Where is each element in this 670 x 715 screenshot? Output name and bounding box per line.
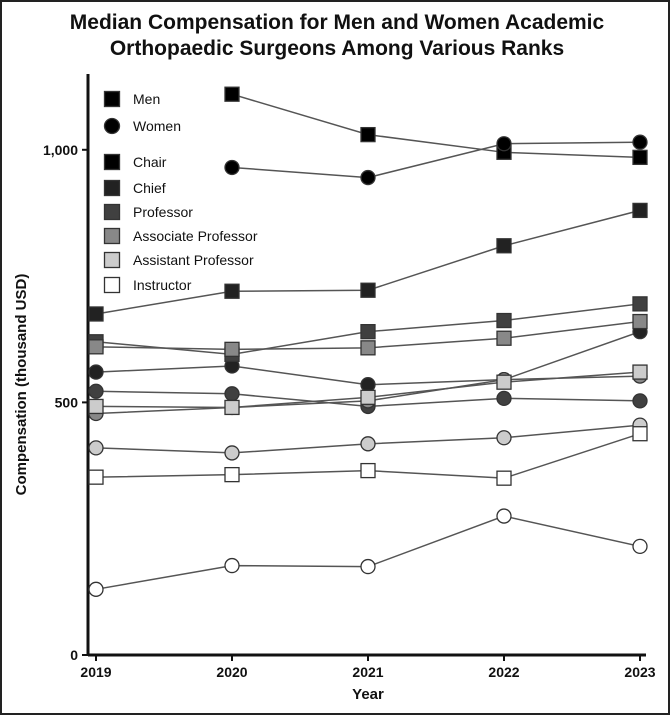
data-point-circle	[88, 440, 104, 456]
chart-title: Median Compensation for Men and Women Ac…	[2, 10, 670, 62]
data-point-square	[88, 398, 104, 415]
data-point-square	[496, 374, 512, 390]
data-point-circle	[224, 159, 240, 176]
data-point-square	[632, 364, 648, 380]
data-point-square	[224, 399, 240, 416]
chart-title-line-2: Orthopaedic Surgeons Among Various Ranks	[109, 37, 565, 60]
legend-label: Women	[133, 118, 181, 134]
data-point-circle	[224, 557, 240, 574]
legend-label: Instructor	[133, 277, 192, 293]
x-axis-label: Year	[352, 686, 384, 703]
legend-marker-square	[103, 276, 121, 294]
y-tick-label: 1,000	[43, 142, 78, 158]
x-tick-label: 2019	[80, 664, 111, 680]
data-point-circle	[88, 364, 104, 380]
data-point-square	[88, 339, 104, 355]
series-line	[231, 141, 641, 179]
chart-title-line-1: Median Compensation for Men and Women Ac…	[69, 11, 605, 34]
legend-item-chair: Chair	[103, 153, 167, 171]
data-point-circle	[224, 445, 240, 461]
legend-item-men: Men	[103, 90, 160, 108]
legend-item-chief: Chief	[103, 179, 166, 197]
series-men-instructor	[88, 426, 648, 486]
data-point-circle	[88, 383, 104, 399]
data-point-square	[224, 341, 240, 357]
series-men-chair	[224, 86, 648, 166]
legend-item-women: Women	[103, 117, 181, 135]
legend-item-assistant-professor: Assistant Professor	[103, 251, 254, 269]
data-point-circle	[496, 508, 512, 524]
series-men-assistant-professor	[88, 364, 648, 416]
data-point-square	[496, 470, 512, 486]
series-line	[95, 330, 641, 386]
x-tick-label: 2021	[352, 664, 383, 680]
data-point-circle	[496, 390, 512, 406]
legend-item-professor: Professor	[103, 203, 193, 221]
legend-label: Assistant Professor	[133, 252, 254, 268]
data-point-square	[224, 283, 240, 299]
data-point-square	[88, 306, 104, 322]
data-point-circle	[224, 386, 240, 402]
series-women-assistant-professor	[88, 417, 648, 461]
data-point-circle	[632, 393, 648, 409]
data-point-square	[360, 282, 376, 298]
data-point-square	[224, 466, 240, 483]
series-line	[231, 93, 641, 159]
legend-label: Professor	[133, 204, 193, 220]
legend-item-associate-professor: Associate Professor	[103, 227, 258, 245]
data-point-square	[496, 238, 512, 254]
data-point-square	[632, 426, 648, 442]
data-point-square	[360, 462, 376, 479]
y-axis-label: Compensation (thousand USD)	[13, 274, 30, 496]
x-tick-label: 2023	[624, 664, 655, 680]
series-women-chair	[224, 134, 648, 186]
legend-marker-square	[103, 227, 121, 245]
legend-marker-square	[103, 251, 121, 269]
legend-marker-square	[103, 179, 121, 197]
legend-label: Associate Professor	[133, 228, 258, 244]
data-point-circle	[88, 581, 104, 597]
y-tick-label: 500	[55, 394, 79, 410]
data-point-square	[632, 313, 648, 330]
data-point-square	[632, 149, 648, 166]
legend-marker-circle	[103, 117, 121, 135]
data-point-circle	[360, 436, 376, 452]
data-point-square	[360, 324, 376, 340]
x-tick-label: 2022	[488, 664, 519, 680]
data-point-circle	[496, 136, 512, 152]
data-point-circle	[496, 430, 512, 446]
data-point-square	[360, 126, 376, 143]
legend-label: Chief	[133, 180, 166, 196]
legend-marker-square	[103, 90, 121, 108]
data-point-square	[632, 296, 648, 312]
series-women-instructor	[88, 508, 648, 597]
data-point-square	[496, 312, 512, 329]
legend-label: Men	[133, 91, 160, 107]
data-point-circle	[632, 538, 648, 555]
data-point-square	[224, 86, 240, 102]
data-point-square	[632, 202, 648, 219]
series-men-associate-professor	[88, 313, 648, 357]
data-point-square	[496, 330, 512, 346]
data-point-circle	[360, 169, 376, 186]
legend-item-instructor: Instructor	[103, 276, 192, 294]
y-tick-label: 0	[70, 647, 78, 663]
legend-marker-square	[103, 153, 121, 171]
legend-marker-square	[103, 203, 121, 221]
data-point-circle	[360, 377, 376, 393]
data-point-square	[360, 389, 376, 405]
series-men-chief	[88, 202, 648, 322]
data-point-square	[360, 340, 376, 356]
series-line	[95, 515, 641, 591]
data-point-circle	[360, 558, 376, 575]
legend-label: Chair	[133, 154, 167, 170]
data-point-square	[88, 469, 104, 485]
x-tick-label: 2020	[216, 664, 247, 680]
data-point-circle	[632, 134, 648, 150]
